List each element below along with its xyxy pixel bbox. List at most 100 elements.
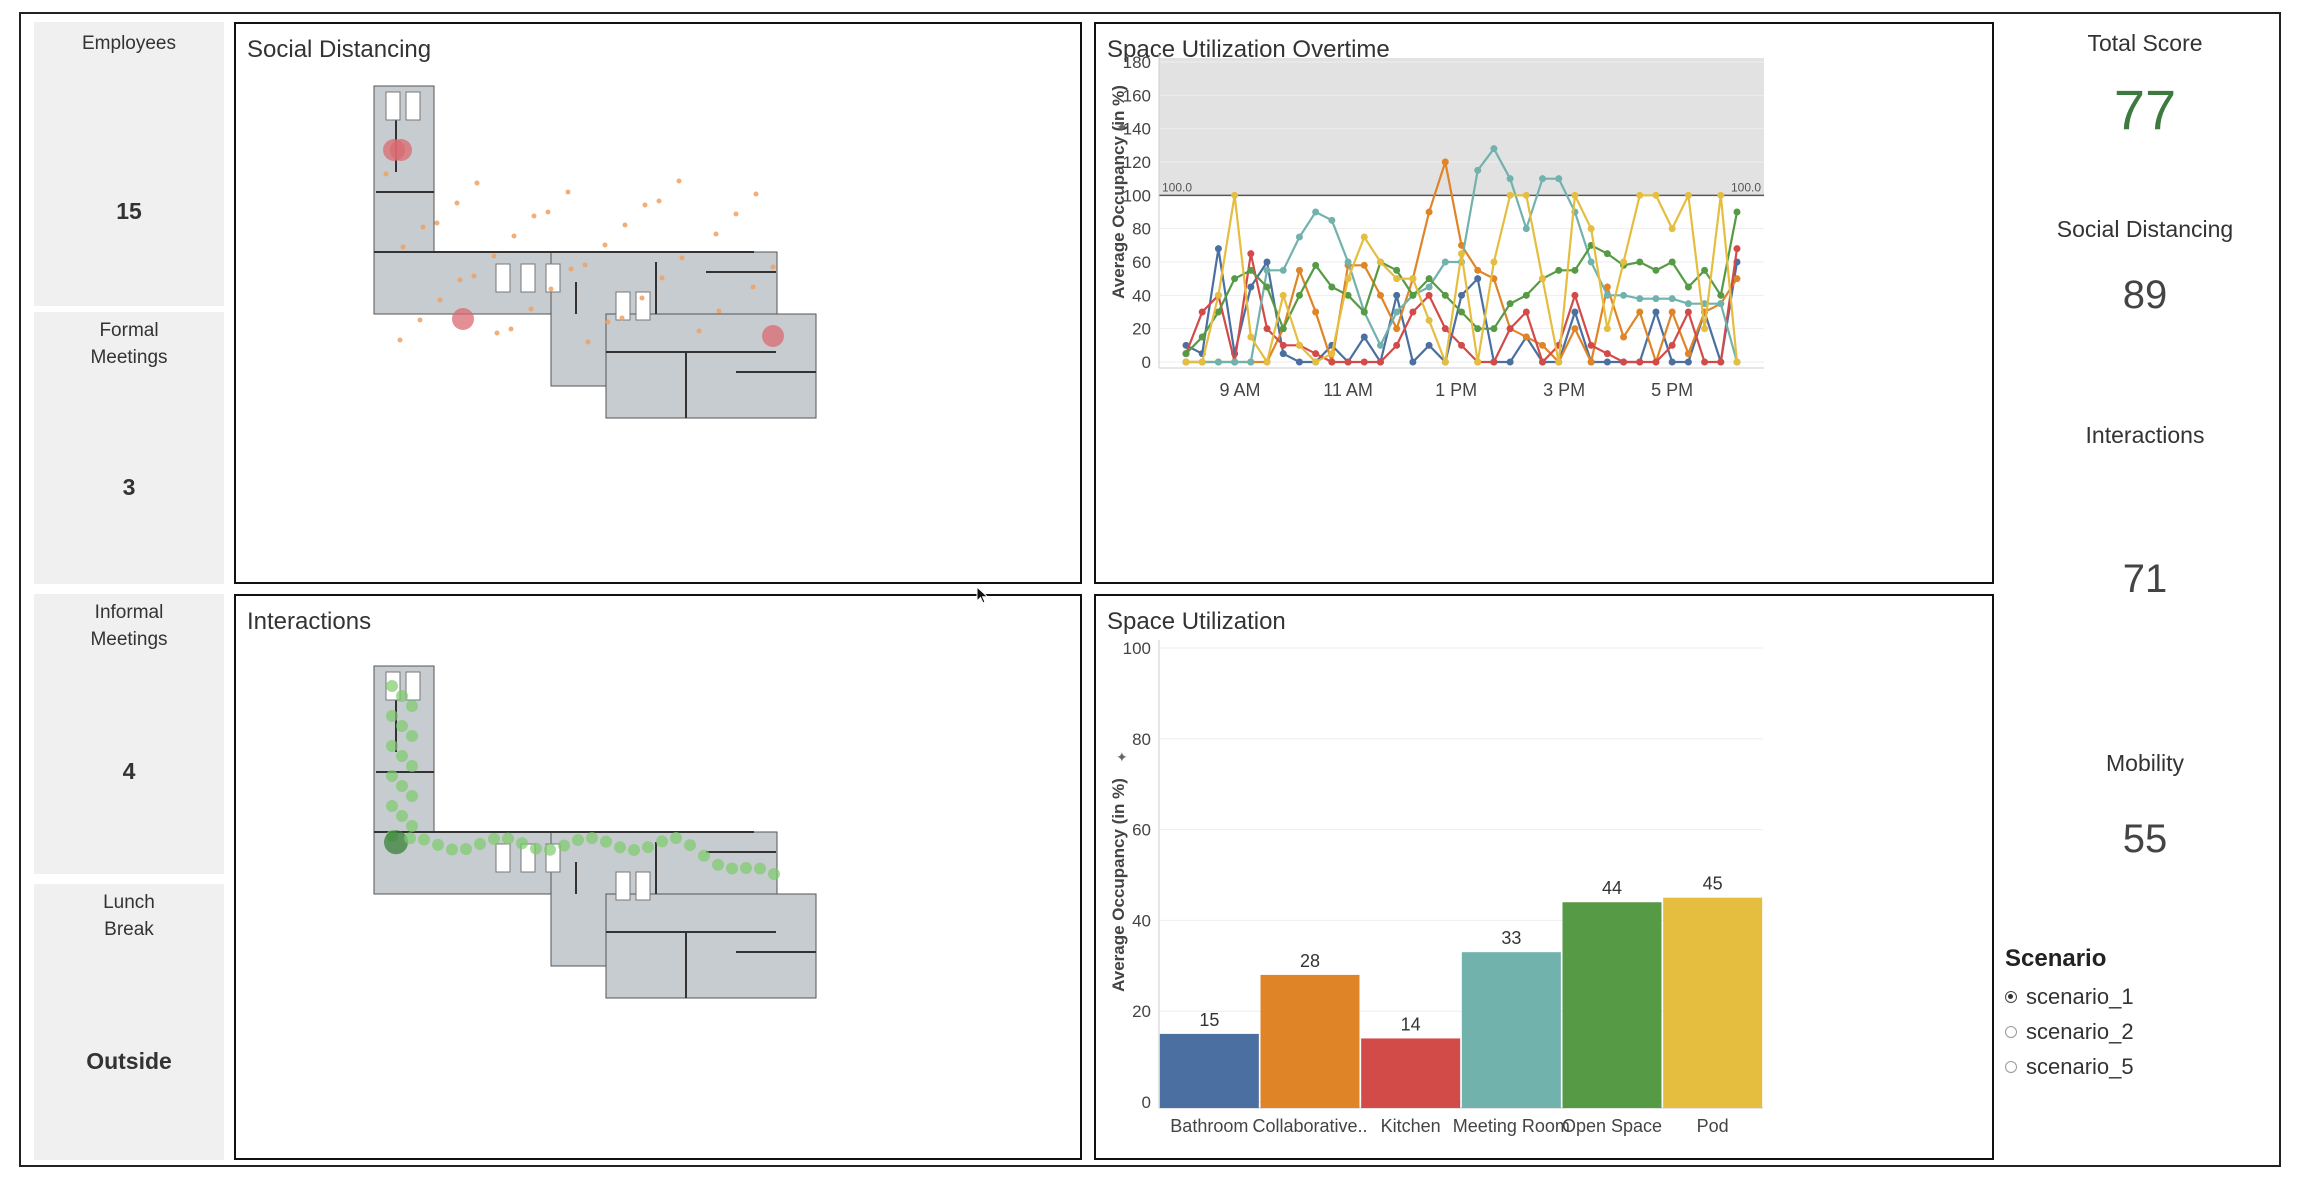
kpi-value: 4 [122,758,136,784]
heat-point [602,242,608,248]
floor-plan [373,85,817,419]
series-point [1555,175,1563,183]
series-point [1603,291,1611,299]
bar-value-label: 14 [1401,1014,1421,1034]
heat-point [768,868,780,881]
y-tick-label: 40 [1132,911,1151,930]
heat-point [437,297,443,303]
space-utilization-overtime-panel: Space Utilization Overtime 0 20 40 60 80 100 1… [1094,22,1994,584]
series-point [1214,245,1222,253]
series-point [1263,325,1271,333]
interactions-score-label: Interactions [2085,422,2205,448]
heat-point [488,832,500,845]
heat-point [698,849,710,862]
scenario-option-5[interactable]: scenario_5 [2005,1049,2134,1084]
series-point [1393,325,1401,333]
kpi-lunch-break: Lunch Break Outside [34,884,224,1160]
series-point [1603,283,1611,291]
series-point [1344,358,1352,366]
heat-point [558,839,570,852]
series-point [1360,333,1368,341]
series-point [1425,341,1433,349]
series-point [1441,291,1449,299]
heat-point [679,255,685,261]
series-point [1376,341,1384,349]
heat-point [530,842,542,855]
reference-line-label: 100.0 [1731,180,1761,194]
heat-point [457,277,463,283]
heat-point [404,832,416,845]
series-point [1620,291,1628,299]
series-point [1247,358,1255,366]
heat-point [396,690,408,702]
series-point [1522,191,1530,199]
scenario-option-2[interactable]: scenario_2 [2005,1014,2134,1049]
heat-point [386,800,398,812]
series-point [1312,358,1320,366]
series-point [1717,300,1725,308]
series-point [1231,191,1239,199]
social-distancing-score-block: Social Distancing 89 [2000,216,2290,318]
series-point [1393,308,1401,316]
series-point [1684,358,1692,366]
bar-value-label: 44 [1602,878,1622,898]
panel-title: Interactions [247,608,372,635]
series-point [1312,308,1320,316]
series-point [1231,275,1239,283]
floor-wing-south [605,893,817,999]
radio-unselected-icon[interactable] [2005,1025,2017,1038]
heat-point [406,730,418,742]
space-utilization-panel: Space Utilization 0 20 40 60 80 100 Average Oc… [1094,594,1994,1160]
heat-point [531,213,537,219]
heat-point [396,780,408,792]
kpi-label: Employees [82,33,176,54]
y-tick-label: 80 [1132,730,1151,749]
x-tick-label: 9 AM [1220,380,1261,400]
x-tick-label: 1 PM [1435,380,1477,400]
scenario-filter: Scenario scenario_1 scenario_2 scenario_… [2005,945,2134,1084]
series-point [1441,325,1449,333]
series-point [1458,291,1465,299]
floor-wing-south [605,313,817,419]
series-point [1539,275,1547,283]
heat-point [396,720,408,732]
kpi-informal-meetings: Informal Meetings 4 [34,594,224,874]
radio-unselected-icon[interactable] [2005,1060,2017,1073]
y-tick-label: 120 [1123,153,1151,172]
series-point [1652,191,1660,199]
series-point [1182,350,1190,358]
series-point [1539,358,1547,366]
series-point [1312,208,1320,216]
kpi-label: Formal Meetings [90,320,168,368]
series-point [1652,308,1660,316]
total-score-value: 77 [2113,78,2177,141]
series-point [1506,358,1514,366]
furniture [545,263,561,293]
series-point [1214,291,1222,299]
bar-value-label: 28 [1300,951,1320,971]
furniture [520,263,536,293]
y-tick-label: 40 [1132,286,1151,305]
heat-point [386,680,398,692]
scenario-option-1[interactable]: scenario_1 [2005,979,2134,1014]
furniture [635,291,651,321]
furniture [635,871,651,901]
series-point [1441,158,1449,166]
heat-point [600,835,612,848]
series-point [1603,350,1611,358]
heat-point [639,295,645,301]
radio-selected-icon[interactable] [2005,990,2017,1003]
y-tick-label: 100 [1123,639,1151,658]
heat-point [548,286,554,292]
series-point [1571,191,1579,199]
x-tick-label: Meeting Room [1453,1116,1570,1136]
series-point [1522,225,1530,233]
heat-point [454,200,460,206]
heat-point [716,308,722,314]
heat-point [684,839,696,852]
heat-point [656,198,662,204]
kpi-label: Lunch Break [103,892,155,940]
series-point [1539,341,1547,349]
series-point [1652,266,1660,274]
series-point [1668,341,1676,349]
